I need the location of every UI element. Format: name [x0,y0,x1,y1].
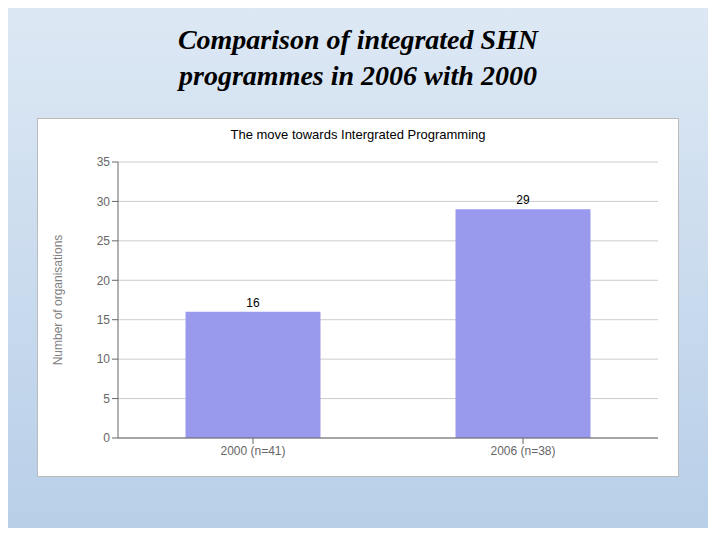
svg-text:30: 30 [97,195,111,209]
html-text:Comparison of integrated SHN: Comparison of integrated SHN [177,24,539,55]
svg-text:0: 0 [103,431,110,445]
svg-text:29: 29 [516,193,530,207]
html-text:The move towards Intergrated P: The move towards Intergrated Programming [230,127,486,142]
svg-text:16: 16 [246,296,260,310]
svg-text:Number of organisations: Number of organisations [51,235,65,366]
html-text:programmes in 2006 with 2000: programmes in 2006 with 2000 [179,60,537,91]
svg-text:25: 25 [97,234,111,248]
svg-text:2006 (n=38): 2006 (n=38) [490,444,555,458]
svg-text:15: 15 [97,313,111,327]
svg-text:2000 (n=41): 2000 (n=41) [220,444,285,458]
svg-text:10: 10 [97,352,111,366]
svg-text:20: 20 [97,274,111,288]
svg-text:35: 35 [97,155,111,169]
svg-text:5: 5 [103,392,110,406]
